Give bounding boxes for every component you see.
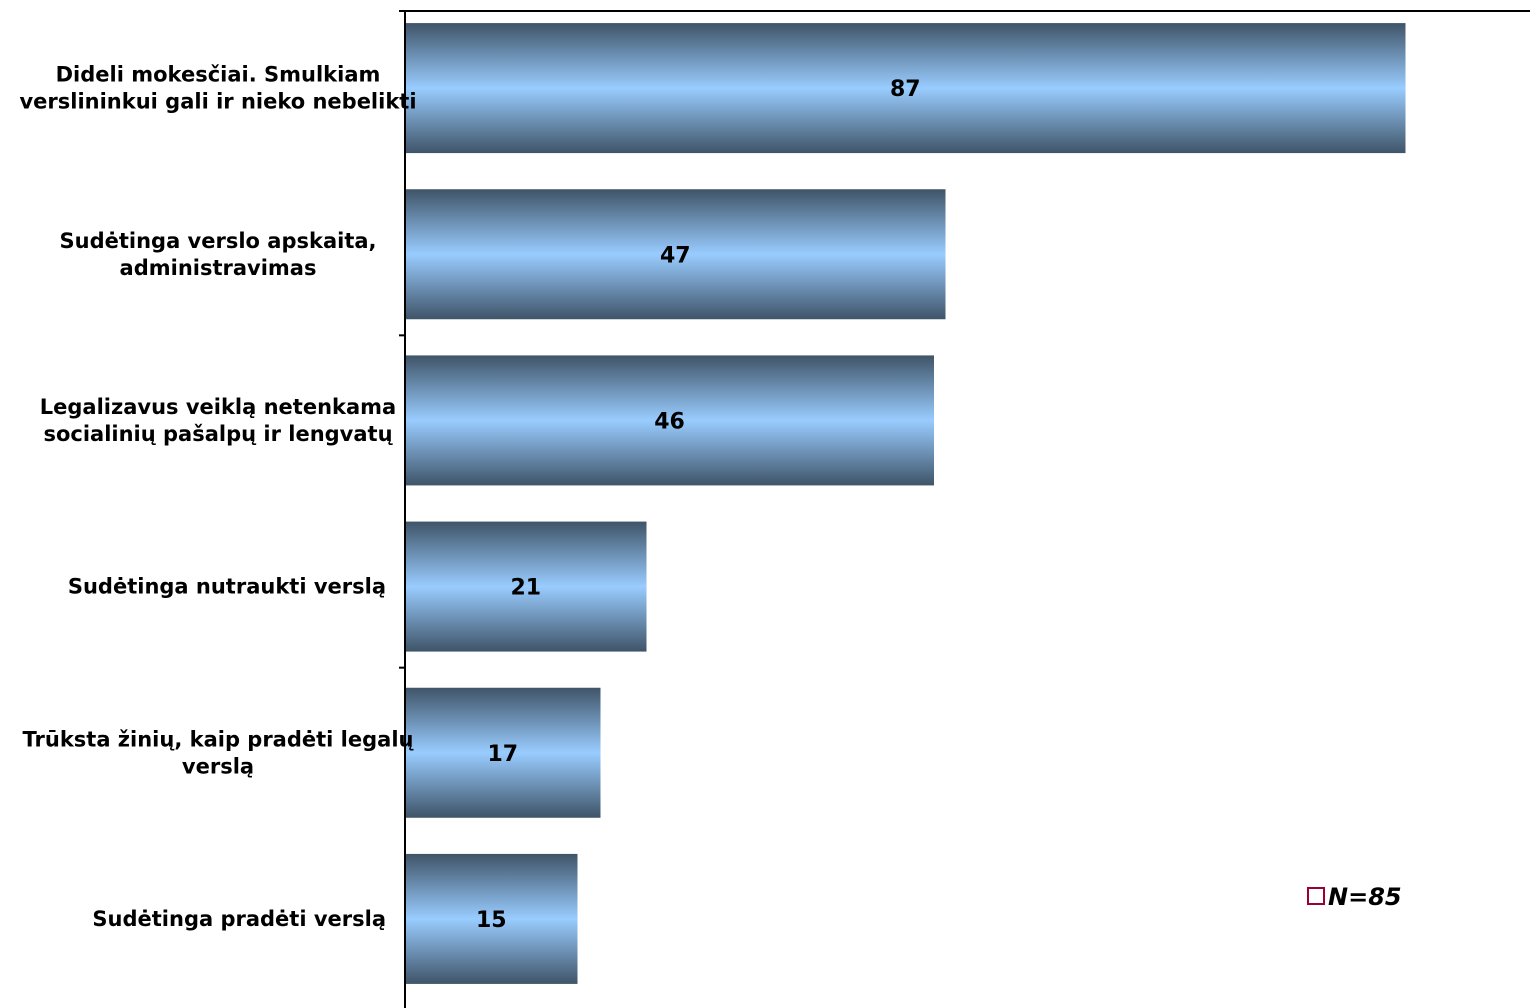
- bar: [405, 23, 1406, 154]
- data-label: 47: [660, 243, 691, 268]
- category-label: Sudėtinga pradėti verslą: [92, 907, 386, 931]
- legend-marker: [1307, 887, 1325, 905]
- category-label: Dideli mokesčiai. Smulkiam verslininkui g…: [19, 63, 416, 114]
- category-label: Trūksta žinių, kaip pradėti legalų verslą: [23, 727, 415, 778]
- bar: [405, 355, 934, 486]
- bar: [405, 687, 601, 818]
- data-label: 87: [890, 77, 921, 102]
- legend-label: N=85: [1328, 883, 1402, 911]
- data-label: 46: [654, 409, 685, 434]
- bar: [405, 853, 578, 984]
- data-label: 15: [476, 908, 507, 933]
- category-labels: Dideli mokesčiai. Smulkiam verslininkui g…: [19, 63, 416, 931]
- bar: [405, 521, 647, 652]
- bar: [405, 189, 946, 320]
- data-label: 21: [510, 576, 541, 601]
- category-label: Sudėtinga verslo apskaita, administravima…: [60, 229, 377, 280]
- category-label: Legalizavus veiklą netenkama socialinių p…: [40, 395, 396, 446]
- data-label: 17: [487, 742, 518, 767]
- legend: N=85: [1307, 883, 1402, 911]
- category-label: Sudėtinga nutraukti verslą: [68, 575, 386, 599]
- axes: [399, 10, 1530, 1008]
- value-labels: 87 47 46 21 17 15: [476, 77, 921, 933]
- bars-group: [405, 23, 1406, 984]
